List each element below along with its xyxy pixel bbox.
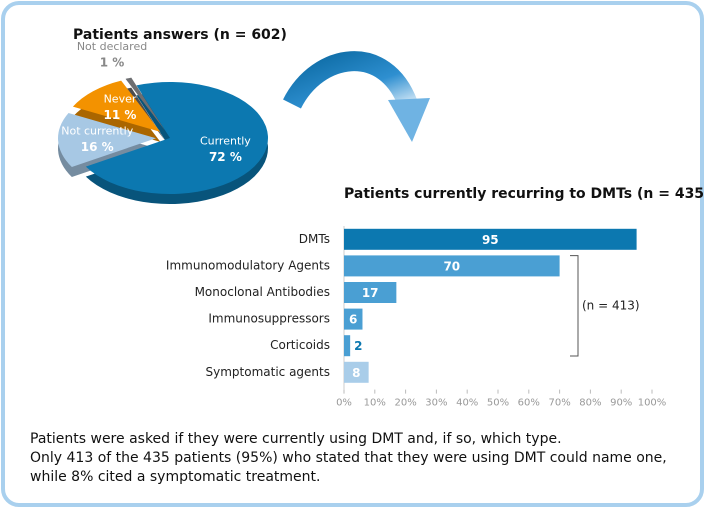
bar-value-label: 6 <box>349 313 357 327</box>
x-tick-label: 90% <box>610 398 632 409</box>
bar <box>344 282 397 303</box>
bar-title: Patients currently recurring to DMTs (n … <box>344 186 705 202</box>
pie-slice <box>58 113 157 167</box>
pie-value-label: 16 % <box>81 140 114 154</box>
pie-value-label: 11 % <box>104 108 137 122</box>
pie-slice <box>72 80 161 132</box>
arrow-head <box>388 98 430 142</box>
pie-title: Patients answers (n = 602) <box>73 27 287 43</box>
y-tick-label: Immunomodulatory Agents <box>166 258 330 272</box>
pie-value-label: 72 % <box>209 150 242 164</box>
y-tick-label: Symptomatic agents <box>206 365 330 379</box>
bar <box>344 255 560 277</box>
pie-slice <box>85 82 268 194</box>
x-tick-label: 40% <box>456 398 478 409</box>
pie-label: Not currently <box>61 124 134 137</box>
caption: Only 413 of the 435 patients (95%) who s… <box>30 450 667 466</box>
x-tick-label: 30% <box>425 398 447 409</box>
x-tick-label: 70% <box>548 398 570 409</box>
x-tick-label: 0% <box>336 398 352 409</box>
annotation: (n = 413) <box>582 298 640 312</box>
y-tick-label: Monoclonal Antibodies <box>195 285 330 299</box>
bar-value-label: 70 <box>443 259 460 273</box>
pie-label: Currently <box>200 134 251 147</box>
pie-label: Not declared <box>77 40 147 53</box>
y-tick-label: DMTs <box>299 232 330 246</box>
bar <box>344 361 369 383</box>
pie-label: Never <box>104 92 137 105</box>
bar-value-label: 95 <box>482 233 499 247</box>
y-tick-label: Corticoids <box>270 338 330 352</box>
bar-value-label: 8 <box>352 366 360 380</box>
caption: Patients were asked if they were current… <box>30 431 562 447</box>
bar <box>344 308 363 330</box>
y-tick-label: Immunosuppressors <box>208 312 330 326</box>
bar <box>344 228 637 250</box>
x-tick-label: 60% <box>518 398 540 409</box>
x-tick-label: 100% <box>638 398 667 409</box>
bar-value-label: 17 <box>362 286 379 300</box>
arrow <box>283 51 418 109</box>
x-tick-label: 10% <box>364 398 386 409</box>
x-tick-label: 80% <box>579 398 601 409</box>
bar <box>344 335 351 357</box>
x-tick-label: 50% <box>487 398 509 409</box>
bar-value-label: 2 <box>354 339 362 353</box>
pie-slice <box>125 77 165 131</box>
pie-value-label: 1 % <box>100 55 125 69</box>
bracket <box>570 255 579 357</box>
caption: while 8% cited a symptomatic treatment. <box>30 469 321 485</box>
x-tick-label: 20% <box>394 398 416 409</box>
